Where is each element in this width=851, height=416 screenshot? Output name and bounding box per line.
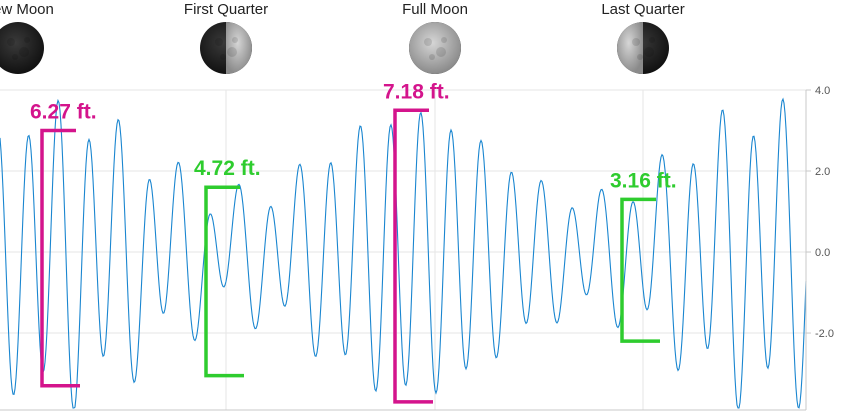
range-bracket-3: 3.16 ft. [610,169,677,343]
moon-phase-full: Full Moon [402,1,468,74]
y-tick-label: 2.0 [815,166,830,178]
range-label: 4.72 ft. [194,157,261,180]
range-bracket-0: 6.27 ft. [30,101,97,388]
y-tick-label: 0.0 [815,247,830,259]
moon-phase-row: New Moon First Quarter Full Moon Last Quart… [0,1,685,74]
moon-phase-first: First Quarter [184,1,268,74]
range-label: 6.27 ft. [30,101,97,124]
range-label: 7.18 ft. [383,80,450,103]
moon-phase-last: Last Quarter [601,1,685,74]
grid [0,89,806,411]
bracket-line [393,108,433,404]
moon-new-icon [0,22,44,74]
moon-phase-label: New Moon [0,1,54,18]
y-tick-label: 4.0 [815,85,830,97]
moon-phase-label: Full Moon [402,1,468,18]
range-label: 3.16 ft. [610,169,677,192]
range-annotations: 6.27 ft. 4.72 ft. 7.18 ft. 3.16 ft. [30,80,677,404]
moon-phase-label: Last Quarter [601,1,684,18]
range-bracket-1: 4.72 ft. [194,157,261,378]
bracket-line [40,128,80,388]
moon-phase-new: New Moon [0,1,54,74]
tide-series [0,97,807,409]
tide-line [0,97,807,409]
moon-full-icon [409,22,461,74]
y-axis: 4.0 2.0 0.0 -2.0 [805,85,834,410]
moon-phase-label: First Quarter [184,1,268,18]
y-tick-label: -2.0 [815,328,834,340]
bracket-line [620,197,660,343]
moon-last-icon [617,22,669,74]
range-bracket-2: 7.18 ft. [383,80,450,404]
moon-first-icon [200,22,252,74]
bracket-line [204,185,244,378]
